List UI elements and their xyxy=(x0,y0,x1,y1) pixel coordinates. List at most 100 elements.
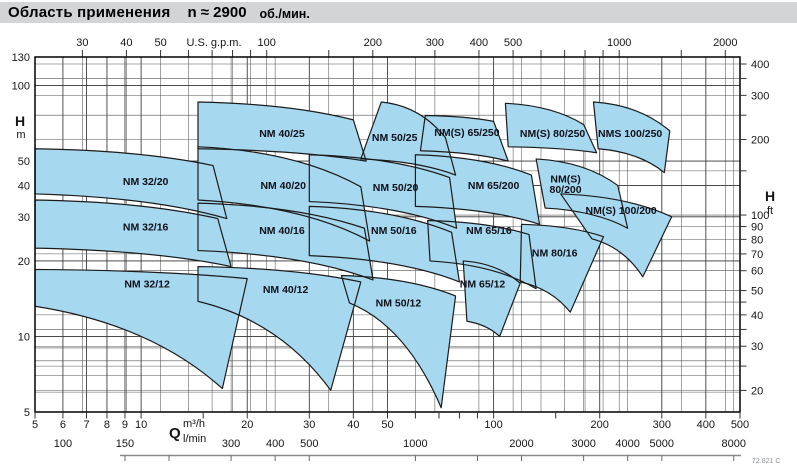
left-tick-label: 130 xyxy=(12,52,30,64)
region-nms-100-250 xyxy=(593,102,670,173)
pump-model-label: NM 40/16 xyxy=(259,225,305,237)
region-fills xyxy=(35,102,672,408)
region-outline xyxy=(427,219,537,290)
pump-model-label: NMS 100/250 xyxy=(598,128,662,140)
axis-top-usgpm: 30 40 50 100 200 300 400 500 1000 2000 U.S. g.p.m. xyxy=(76,37,738,57)
pump-model-label: NM 40/12 xyxy=(263,284,309,296)
region-nm-40-12 xyxy=(197,266,361,391)
bottom-lmin-label: 400 xyxy=(266,438,284,450)
top-tick-label: 500 xyxy=(504,37,522,49)
region-outline xyxy=(519,223,605,313)
left-axis-symbol: H xyxy=(15,113,25,129)
pump-model-label: 80/200 xyxy=(550,184,582,196)
pump-model-label: NM 65/12 xyxy=(460,278,506,290)
right-tick-label: 20 xyxy=(751,385,763,397)
top-tick-label: 300 xyxy=(426,37,444,49)
region-outline xyxy=(419,114,509,162)
bottom-m3h-label: 40 xyxy=(347,419,359,431)
bottom-m3h-label: 200 xyxy=(591,419,609,431)
axis-bottom-lmin: 100 150 300 400 500 1000 2000 3000 4000 5000 8000 xyxy=(54,438,746,461)
lmin-unit: l/min xyxy=(183,433,206,445)
m3h-unit: m³/h xyxy=(183,418,205,430)
left-tick-label: 10 xyxy=(18,331,30,343)
pump-model-label: NM 40/25 xyxy=(259,128,305,140)
right-tick-label: 60 xyxy=(751,266,763,278)
right-tick-label: 200 xyxy=(751,135,769,147)
bottom-m3h-label: 7 xyxy=(83,419,89,431)
bottom-lmin-label: 8000 xyxy=(722,438,746,450)
region-outline xyxy=(535,158,629,229)
top-tick-label: 30 xyxy=(76,37,88,49)
pump-model-label: NM(S) xyxy=(550,173,580,185)
right-tick-label: 80 xyxy=(751,234,763,246)
region-nm-s-80-250 xyxy=(505,103,597,153)
top-axis-unit: U.S. g.p.m. xyxy=(186,37,241,49)
region-nm-s-100-200 xyxy=(560,193,672,277)
region-nm-s-65-250 xyxy=(420,115,509,162)
bottom-m3h-label: 50 xyxy=(381,419,393,431)
region-nm-50-16 xyxy=(309,206,460,282)
top-tick-label: 100 xyxy=(258,37,276,49)
pump-model-label: NM 65/200 xyxy=(468,180,520,192)
bottom-m3h-label: 300 xyxy=(653,419,671,431)
bottom-m3h-label: 100 xyxy=(484,419,502,431)
pump-model-label: NM 65/16 xyxy=(466,225,512,237)
bottom-lmin-label: 1000 xyxy=(403,438,427,450)
region-outline xyxy=(414,154,541,225)
bottom-lmin-label: 150 xyxy=(116,438,134,450)
pump-model-label: NM 50/20 xyxy=(373,182,419,194)
right-tick-label: 70 xyxy=(751,249,763,261)
region-outline xyxy=(504,102,598,154)
region-outline xyxy=(360,101,457,176)
region-nm-65-12 xyxy=(463,260,521,337)
bottom-lmin-label: 500 xyxy=(300,438,318,450)
region-outline xyxy=(462,260,521,338)
right-axis-symbol: H xyxy=(765,188,775,204)
speed-value: n ≈ 2900 xyxy=(187,4,247,21)
left-tick-label: 50 xyxy=(18,156,30,168)
pump-model-label: NM 40/20 xyxy=(260,180,306,192)
top-tick-label: 50 xyxy=(154,37,166,49)
right-tick-label: 300 xyxy=(751,90,769,102)
region-nm-80-16 xyxy=(520,224,604,313)
pump-model-label: NM(S) 100/200 xyxy=(586,205,657,217)
bottom-lmin-label: 3000 xyxy=(571,438,595,450)
bottom-lmin-label: 5000 xyxy=(650,438,674,450)
region-nm-65-16 xyxy=(427,220,537,289)
pump-model-label: NM 32/12 xyxy=(124,278,170,290)
top-tick-label: 2000 xyxy=(713,37,737,49)
bottom-m3h-label: 10 xyxy=(135,419,147,431)
region-nm-32-16 xyxy=(35,199,232,267)
left-tick-label: 20 xyxy=(18,256,30,268)
right-axis-unit: ft xyxy=(767,205,773,217)
left-tick-label: 30 xyxy=(18,212,30,224)
pump-model-label: NM 32/20 xyxy=(123,176,169,188)
bottom-lmin-label: 100 xyxy=(54,438,72,450)
region-outline xyxy=(197,265,362,391)
right-tick-label: 30 xyxy=(751,341,763,353)
region-outline xyxy=(197,146,371,242)
region-nm-32-12 xyxy=(35,269,248,389)
drawing-number: 72.821 C xyxy=(752,458,781,465)
bottom-lmin-label: 300 xyxy=(222,438,240,450)
pump-model-label: NM 32/16 xyxy=(123,222,169,234)
page-title: Область применения xyxy=(8,4,171,21)
top-tick-label: 400 xyxy=(470,37,488,49)
region-labels: NM 32/20 NM 32/16 NM 32/12 NM 40/25 NM 40/20… xyxy=(123,127,663,309)
bottom-m3h-label: 5 xyxy=(32,419,38,431)
bottom-lmin-label: 4000 xyxy=(615,438,639,450)
region-nm-40-25 xyxy=(197,102,367,162)
left-tick-label: 100 xyxy=(12,81,30,93)
bottom-m3h-label: 400 xyxy=(697,419,715,431)
region-outline xyxy=(592,101,671,174)
pump-model-label: NM(S) 65/250 xyxy=(434,127,500,139)
region-outline xyxy=(197,101,367,162)
region-outline xyxy=(34,199,232,268)
right-tick-label: 50 xyxy=(751,286,763,298)
bottom-lmin-label: 2000 xyxy=(509,438,533,450)
region-outline xyxy=(34,268,248,390)
region-outline xyxy=(197,202,374,281)
pump-model-label: NM 50/16 xyxy=(371,225,417,237)
region-outline xyxy=(308,154,458,229)
